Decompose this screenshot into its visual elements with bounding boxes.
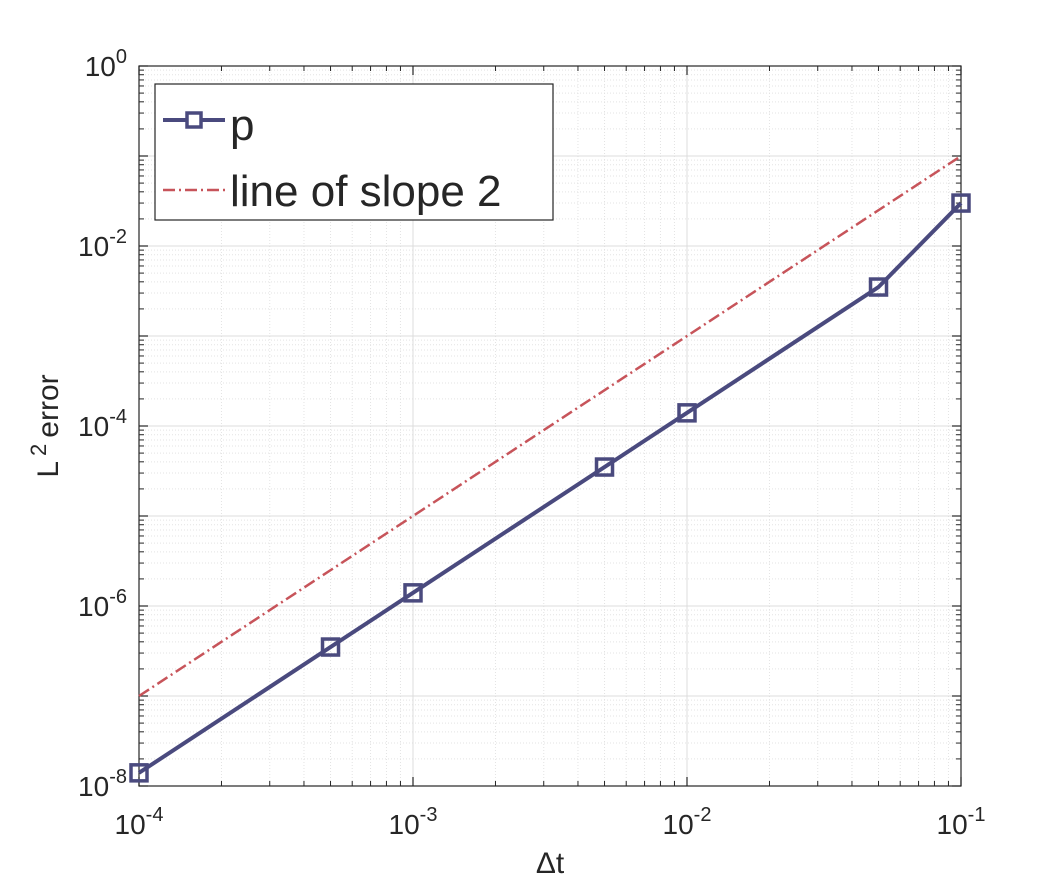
series-line-slope (138, 154, 962, 698)
data-point-marker (320, 637, 341, 657)
y-axis-label-group: L 2 error (26, 374, 65, 477)
x-tick-label: 10-4 (115, 804, 164, 840)
y-axis-label-suffix: error (32, 374, 65, 437)
legend-label-slope: line of slope 2 (230, 167, 502, 216)
x-tick-label: 10-3 (389, 804, 438, 840)
legend-marker-p (185, 111, 203, 129)
y-tick-label: 100 (85, 46, 127, 82)
legend-box (154, 83, 554, 221)
y-tick-label: 10-8 (78, 766, 127, 802)
y-tick-label: 10-6 (78, 586, 127, 622)
series-line-p (137, 201, 963, 775)
data-point-marker (403, 583, 423, 603)
tick-labels: 10-4 10-3 10-2 10-1 10-8 10-6 10-4 10-2 100 (78, 46, 985, 840)
data-point-marker (129, 763, 149, 783)
axis-ticks (138, 65, 962, 787)
y-tick-label: 10-2 (78, 226, 127, 262)
y-axis-label-base: L (32, 461, 65, 478)
x-axis-label: Δt (536, 847, 565, 880)
x-tick-label: 10-2 (663, 804, 712, 840)
data-point-marker (868, 277, 889, 297)
y-tick-label: 10-4 (78, 406, 127, 442)
y-axis-label-superscript: 2 (26, 444, 51, 456)
legend-label-p: p (230, 101, 254, 150)
data-point-marker (951, 193, 971, 213)
data-point-marker (594, 457, 615, 477)
legend: p line of slope 2 (154, 83, 554, 221)
y-axis-label: L 2 error (26, 374, 65, 477)
x-tick-label: 10-1 (937, 804, 986, 840)
series-layer (129, 154, 971, 783)
data-point-marker (677, 403, 697, 423)
